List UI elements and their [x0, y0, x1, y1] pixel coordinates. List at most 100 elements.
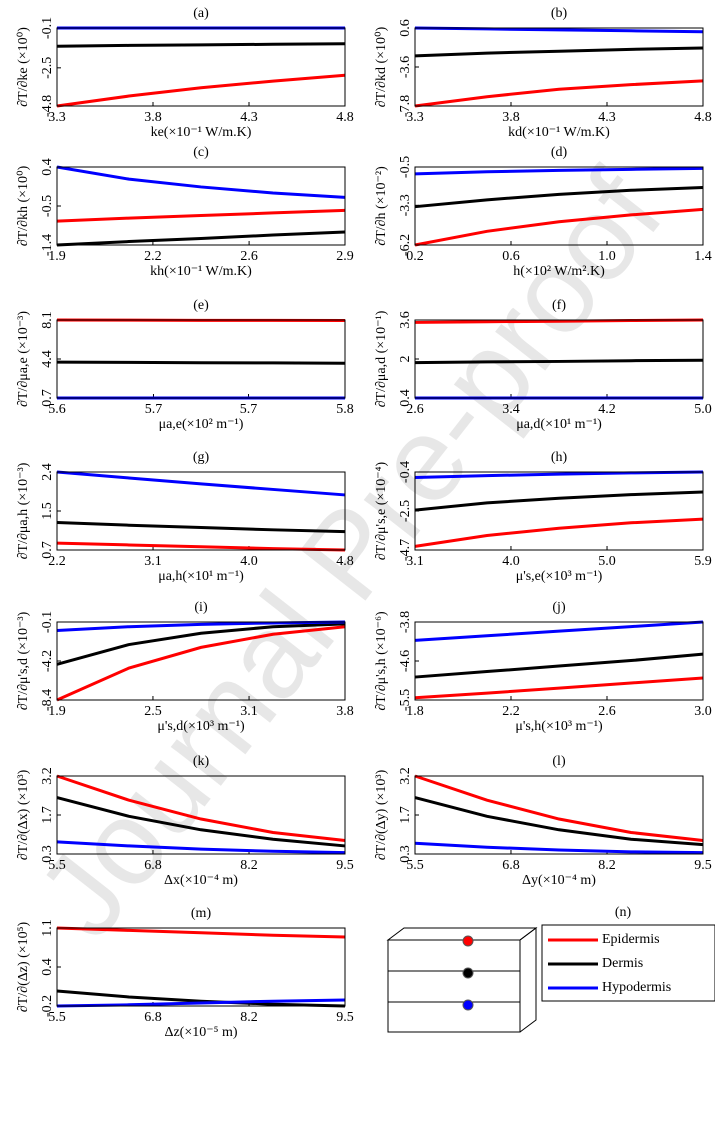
- y-tick-label: -4.6: [398, 650, 413, 672]
- x-tick-label: 2.2: [48, 554, 66, 569]
- layer-diagram: [386, 927, 538, 1033]
- y-tick-label: 1.1: [40, 919, 55, 937]
- series-line: [56, 796, 346, 848]
- x-tick-label: 8.2: [240, 858, 258, 873]
- x-tick-label: 5.7: [240, 402, 258, 417]
- y-tick-label: 0.4: [40, 958, 55, 976]
- series-line: [56, 165, 346, 199]
- x-axis-label: Δz(×10⁻⁵ m): [164, 1025, 237, 1040]
- panel-title: (n): [615, 905, 632, 920]
- series-line: [56, 774, 346, 843]
- x-axis-label: μa,h(×10¹ m⁻¹): [158, 569, 244, 584]
- x-axis-label: Δx(×10⁻⁴ m): [164, 873, 238, 888]
- series-line: [414, 620, 704, 642]
- y-tick-label: -0.5: [398, 156, 413, 178]
- series-line: [414, 207, 704, 247]
- y-axis-label: ∂T/∂μ's,h (×10⁻⁶): [374, 611, 389, 711]
- x-tick-label: 2.6: [406, 402, 424, 417]
- x-tick-label: 2.6: [240, 249, 258, 264]
- y-tick-label: -3.6: [398, 56, 413, 78]
- series-line: [56, 622, 346, 666]
- y-axis-label: ∂T/∂μa,h (×10⁻³): [16, 462, 31, 559]
- x-tick-label: 3.1: [406, 554, 424, 569]
- x-tick-label: 5.6: [48, 402, 66, 417]
- x-tick-label: 9.5: [336, 858, 354, 873]
- series-line: [56, 840, 346, 855]
- series-line: [56, 470, 346, 497]
- x-axis-label: h(×10² W/m².K): [513, 264, 605, 279]
- y-tick-label: -4.8: [40, 95, 55, 117]
- y-tick-label: -4.2: [40, 650, 55, 672]
- plot-frame: [56, 166, 346, 246]
- panel-title: (h): [551, 450, 568, 465]
- y-tick-label: -0.4: [398, 461, 413, 483]
- series-line: [56, 42, 346, 48]
- series-line: [414, 470, 704, 479]
- y-tick-label: 3.2: [40, 767, 55, 785]
- series-line: [56, 230, 346, 247]
- y-axis-label: ∂T/∂μ's,e (×10⁻⁴): [374, 461, 389, 560]
- series-line: [56, 208, 346, 223]
- y-tick-label: 1.7: [398, 806, 413, 824]
- x-tick-label: 1.9: [48, 704, 66, 719]
- x-tick-label: 5.0: [598, 554, 616, 569]
- y-tick-label: 0.4: [398, 389, 413, 407]
- x-tick-label: 3.3: [406, 110, 424, 125]
- x-tick-label: 2.2: [144, 249, 162, 264]
- x-tick-label: 1.4: [694, 249, 712, 264]
- x-axis-label: μ's,h(×10³ m⁻¹): [515, 719, 603, 734]
- series-line: [414, 517, 704, 548]
- y-tick-label: 4.4: [40, 350, 55, 368]
- y-tick-label: -6.2: [398, 234, 413, 256]
- x-tick-label: 3.0: [694, 704, 712, 719]
- series-line: [414, 46, 704, 58]
- x-tick-label: 5.5: [406, 858, 424, 873]
- y-tick-label: 0.7: [40, 389, 55, 407]
- x-tick-label: 5.9: [694, 554, 712, 569]
- x-tick-label: 5.5: [48, 858, 66, 873]
- x-tick-label: 4.2: [598, 402, 616, 417]
- panel-title: (d): [551, 145, 568, 160]
- panel-title: (a): [193, 6, 209, 21]
- x-tick-label: 6.8: [144, 858, 162, 873]
- x-tick-label: 9.5: [336, 1010, 354, 1025]
- y-tick-label: -2.5: [40, 57, 55, 79]
- x-tick-label: 5.0: [694, 402, 712, 417]
- x-axis-label: μ's,d(×10³ m⁻¹): [157, 719, 245, 734]
- series-line: [414, 79, 704, 108]
- y-axis-label: ∂T/∂h (×10⁻²): [374, 166, 389, 246]
- x-tick-label: 6.8: [502, 858, 520, 873]
- x-tick-label: 3.3: [48, 110, 66, 125]
- panel-title: (j): [552, 600, 566, 615]
- y-tick-label: 0.3: [398, 845, 413, 863]
- y-axis-label: ∂T/∂μa,e (×10⁻³): [16, 311, 31, 407]
- series-line: [414, 796, 704, 847]
- y-tick-label: -3.3: [398, 194, 413, 216]
- y-tick-label: 1.5: [40, 502, 55, 520]
- x-axis-label: ke(×10⁻¹ W/m.K): [151, 125, 252, 140]
- panel-title: (b): [551, 6, 568, 21]
- x-tick-label: 4.3: [240, 110, 258, 125]
- x-tick-label: 2.5: [144, 704, 162, 719]
- plot-frame: [56, 775, 346, 855]
- y-axis-label: ∂T/∂μ's,d (×10⁻³): [16, 611, 31, 710]
- x-tick-label: 4.0: [502, 554, 520, 569]
- x-tick-label: 4.8: [336, 110, 354, 125]
- x-tick-label: 3.1: [144, 554, 162, 569]
- series-line: [56, 541, 346, 552]
- x-tick-label: 3.8: [336, 704, 354, 719]
- y-tick-label: -3.8: [398, 611, 413, 633]
- y-tick-label: 0.7: [40, 541, 55, 559]
- x-tick-label: 6.8: [144, 1010, 162, 1025]
- x-tick-label: 4.8: [694, 110, 712, 125]
- x-tick-label: 4.3: [598, 110, 616, 125]
- panel-title: (f): [552, 298, 566, 313]
- panel-title: (c): [193, 145, 209, 160]
- y-axis-label: ∂T/∂ke (×10⁰): [16, 27, 31, 107]
- x-axis-label: kd(×10⁻¹ W/m.K): [508, 125, 610, 140]
- panel-title: (m): [191, 906, 212, 921]
- x-tick-label: 2.9: [336, 249, 354, 264]
- series-line: [56, 989, 346, 1008]
- y-axis-label: ∂T/∂kh (×10⁰): [16, 165, 31, 246]
- legend-label: Epidermis: [602, 932, 660, 947]
